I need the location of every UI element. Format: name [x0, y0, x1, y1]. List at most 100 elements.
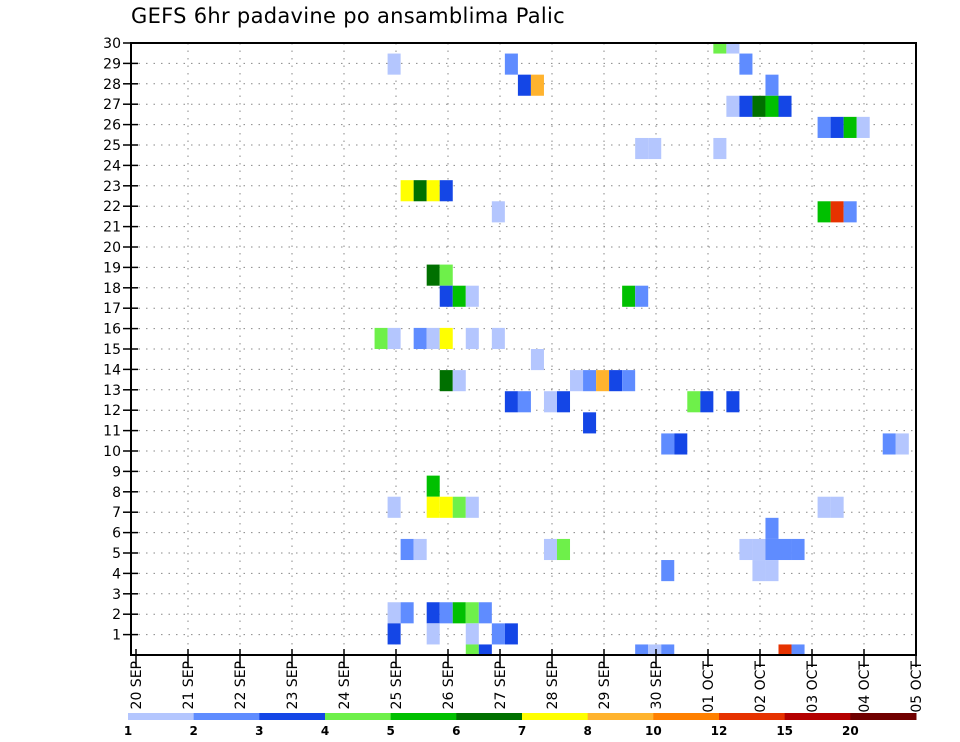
legend-swatch	[193, 713, 260, 720]
heatmap-cell	[452, 285, 466, 307]
heatmap-cell	[504, 391, 518, 413]
heatmap-cell	[843, 116, 857, 138]
heatmap-cell	[765, 517, 779, 539]
heatmap-cell	[622, 285, 636, 307]
x-tick-label: 23 SEP	[285, 661, 301, 709]
heatmap-cell	[739, 53, 753, 75]
heatmap-cell	[465, 623, 479, 645]
x-tick-label: 27 SEP	[493, 661, 509, 709]
heatmap-cell	[791, 644, 805, 655]
heatmap-cell	[556, 391, 571, 413]
heatmap-cell	[426, 180, 440, 202]
y-tick-label: 28	[103, 77, 121, 93]
heatmap-cell	[817, 116, 831, 138]
heatmap-cell	[413, 327, 427, 349]
heatmap-cell	[400, 602, 414, 624]
heatmap-cell	[452, 602, 466, 624]
heatmap-cell	[491, 201, 505, 223]
y-tick-label: 22	[103, 199, 121, 215]
x-tick-label: 26 SEP	[441, 661, 457, 709]
x-axis: 20 SEP 21 SEP 22 SEP 23 SEP 24 SEP 25 SEP 26 S…	[129, 649, 925, 713]
legend-swatch	[653, 713, 720, 720]
x-tick-label: 05 OCT	[909, 661, 925, 713]
heatmap-cell	[583, 412, 597, 434]
heatmap-cell	[517, 391, 531, 413]
heatmap-cell	[661, 560, 675, 582]
legend-label: 5	[386, 724, 394, 738]
legend-label: 8	[583, 724, 591, 738]
y-tick-label: 6	[112, 526, 121, 542]
y-axis: 1234567891011121314151617181920212223242…	[103, 36, 138, 644]
heatmap-cell	[739, 538, 753, 561]
heatmap-cell	[530, 349, 544, 371]
legend-swatch	[259, 713, 326, 720]
heatmap-cell	[635, 137, 649, 160]
y-tick-label: 4	[112, 566, 121, 582]
heatmap-cell	[387, 496, 401, 518]
legend-swatch	[522, 713, 589, 720]
heatmap-cell	[530, 74, 544, 96]
color-legend: 1 2 3 4 5 6 7 8 10 12 15 20	[124, 713, 917, 738]
heatmap-cell	[426, 264, 440, 286]
heatmap-cell	[387, 602, 401, 624]
y-tick-label: 13	[103, 383, 121, 399]
grid-lines	[131, 42, 916, 655]
heatmap-cell	[765, 95, 779, 117]
heatmap-cell	[426, 623, 440, 645]
y-tick-label: 19	[103, 260, 121, 276]
y-tick-label: 3	[112, 587, 121, 603]
heatmap-cell	[400, 180, 414, 202]
y-tick-label: 9	[112, 464, 121, 480]
heatmap-cell	[504, 53, 518, 75]
heatmap-cell	[465, 496, 479, 518]
heatmap-cell	[674, 433, 688, 455]
heatmap-cell	[543, 391, 557, 413]
heatmap-cell	[622, 370, 636, 392]
heatmap-cell	[439, 327, 453, 349]
legend-label: 7	[518, 724, 526, 738]
heatmap-cell	[856, 116, 870, 138]
heatmap-cell	[413, 180, 427, 202]
heatmap-cell	[426, 475, 440, 497]
heatmap-cell	[661, 644, 675, 655]
y-tick-label: 5	[112, 546, 121, 562]
heatmap-cell	[491, 327, 505, 349]
heatmap-cell	[687, 391, 701, 413]
y-tick-label: 15	[103, 342, 121, 358]
heatmap-cell	[504, 623, 518, 645]
heatmap-cell	[439, 285, 453, 307]
heatmap-cell	[648, 137, 662, 160]
heatmap-cell	[439, 264, 453, 286]
heatmap-cell	[817, 201, 831, 223]
y-tick-label: 14	[103, 362, 121, 378]
legend-label: 20	[842, 724, 859, 738]
heatmap-cell	[543, 538, 557, 561]
heatmap-cell	[778, 95, 792, 117]
y-tick-label: 7	[112, 505, 121, 521]
y-tick-label: 20	[103, 240, 121, 256]
y-tick-label: 11	[103, 424, 121, 440]
heatmap-cell	[556, 538, 571, 561]
heatmap-cell	[426, 496, 440, 518]
heatmap-cell	[752, 560, 766, 582]
legend-label: 1	[124, 724, 132, 738]
heatmap-cell	[765, 560, 779, 582]
heatmap-cell	[426, 327, 440, 349]
heatmap-cell	[465, 602, 479, 624]
heatmap-cell	[882, 433, 896, 455]
y-tick-label: 10	[103, 444, 121, 460]
legend-label: 3	[255, 724, 263, 738]
x-tick-label: 01 OCT	[701, 661, 717, 713]
heatmap-cell	[830, 496, 844, 518]
heatmap-cells	[374, 43, 909, 655]
y-tick-label: 1	[112, 628, 121, 644]
heatmap-cell	[895, 433, 909, 455]
heatmap-cell	[374, 327, 388, 349]
heatmap-cell	[778, 644, 792, 655]
x-tick-label: 25 SEP	[389, 661, 405, 709]
heatmap-cell	[570, 370, 584, 392]
legend-swatch	[325, 713, 392, 720]
heatmap-cell	[465, 644, 479, 655]
chart-title: GEFS 6hr padavine po ansamblima Palic	[131, 4, 566, 28]
heatmap-cell	[596, 370, 610, 392]
